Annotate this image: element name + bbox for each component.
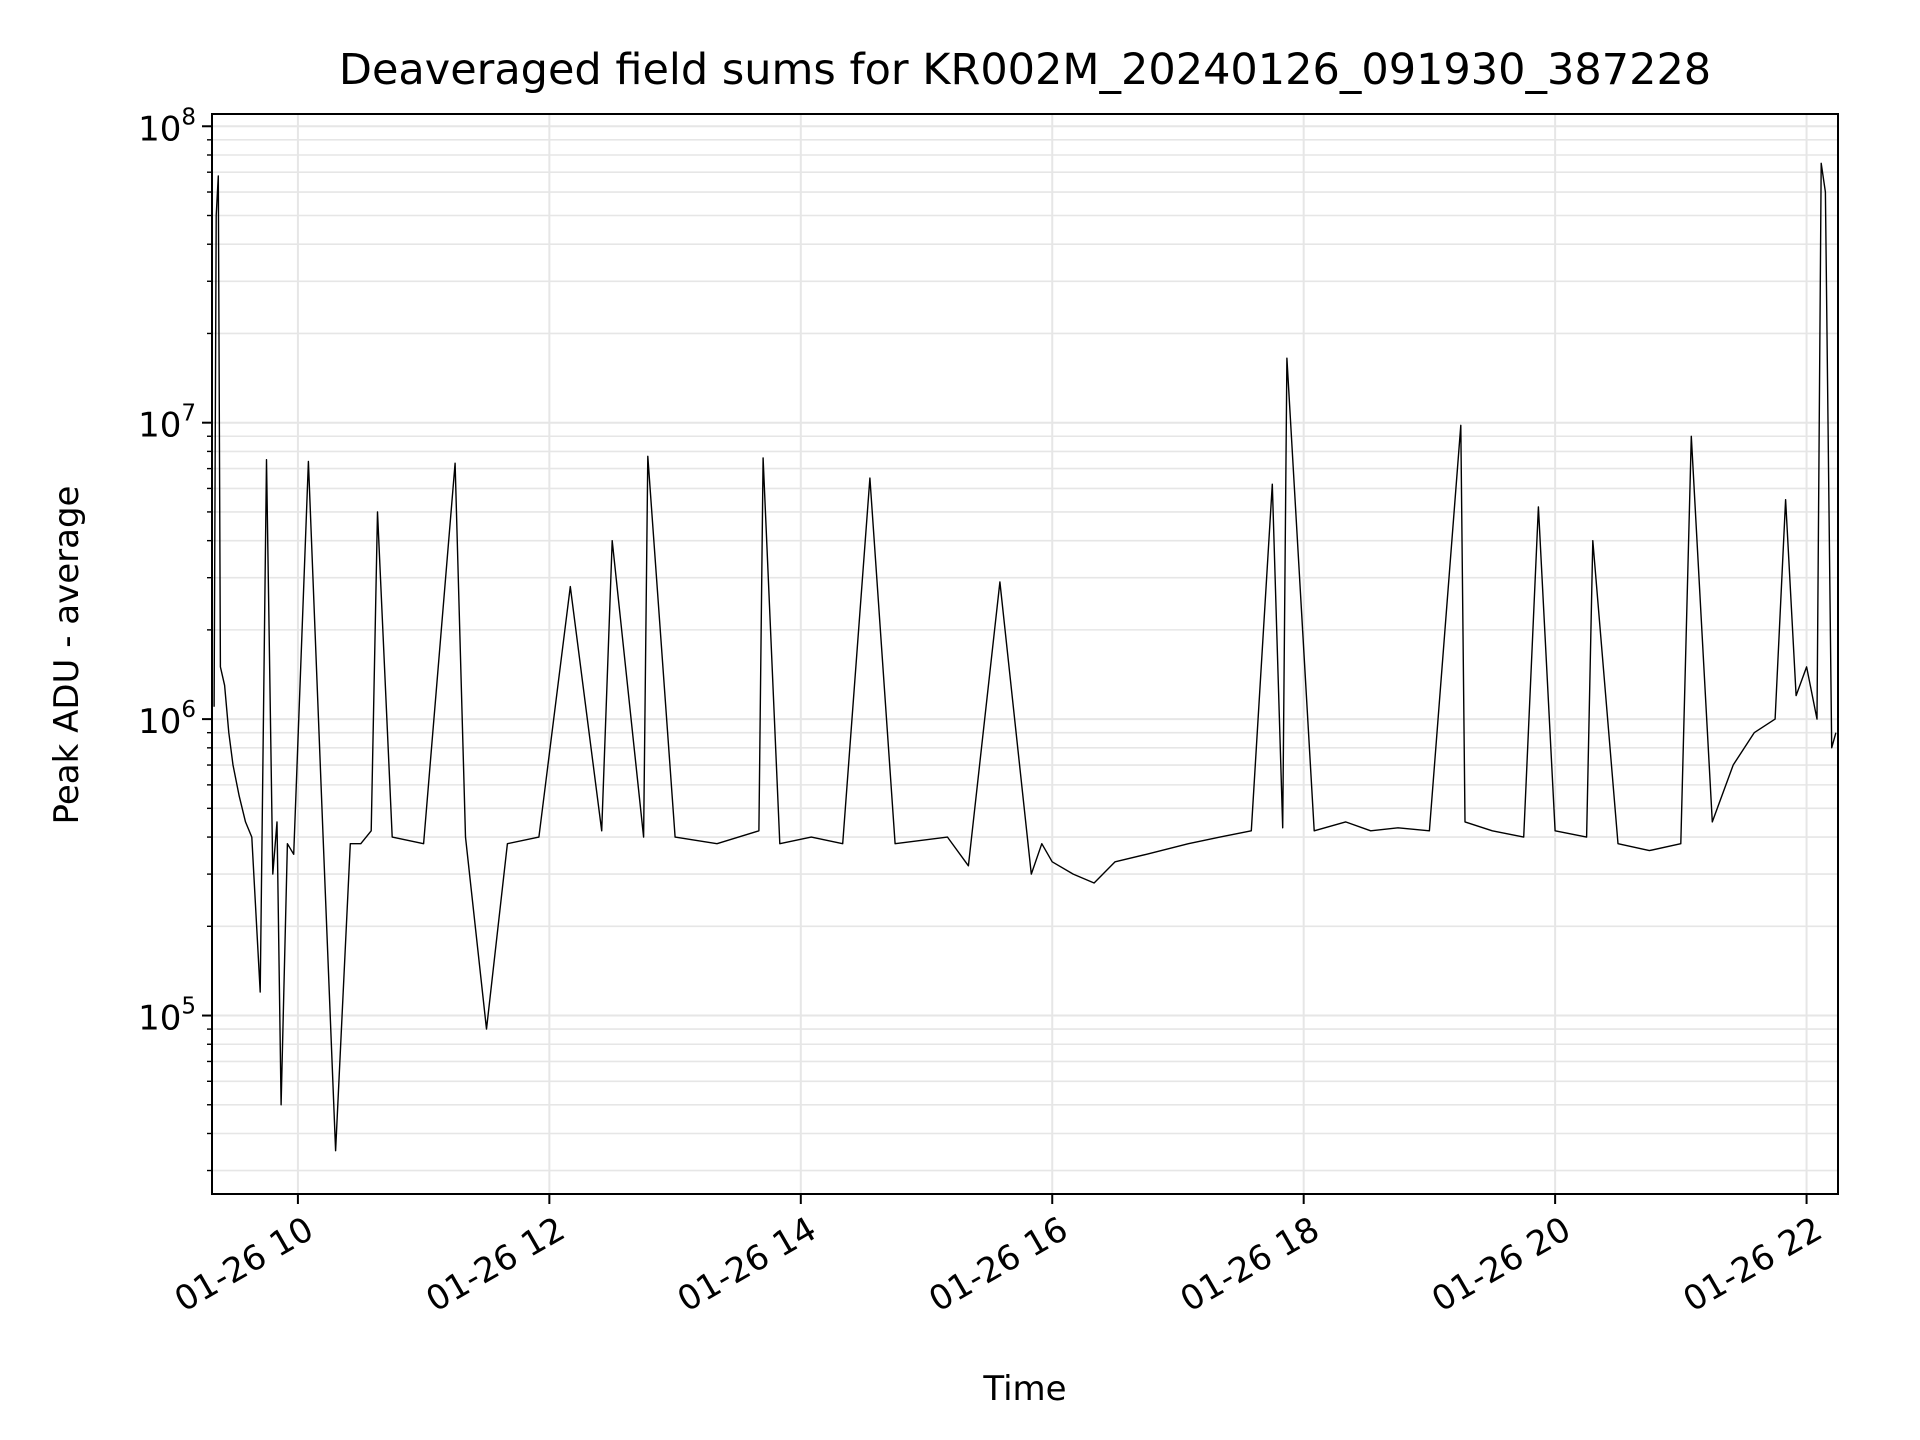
y-axis-label: Peak ADU - average	[47, 486, 87, 825]
y-tick-label: 106	[138, 697, 196, 742]
chart-title: Deaveraged field sums for KR002M_2024012…	[339, 45, 1711, 95]
series-layer	[213, 162, 1837, 1152]
y-axis: 105 106 107 108	[138, 104, 212, 1172]
y-tick-label: 108	[138, 104, 196, 149]
y-tick-label: 105	[138, 994, 196, 1039]
series-line	[213, 162, 1837, 1152]
x-axis-label: Time	[982, 1369, 1066, 1409]
plot-frame	[211, 113, 1839, 1195]
grid	[212, 114, 1838, 1194]
y-tick-label: 107	[138, 401, 196, 446]
